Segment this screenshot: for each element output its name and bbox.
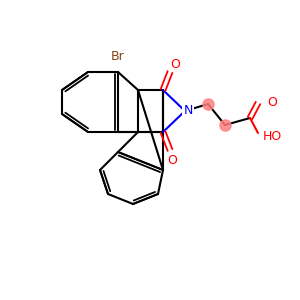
Text: O: O bbox=[167, 154, 177, 166]
Text: HO: HO bbox=[262, 130, 282, 143]
Text: Br: Br bbox=[111, 50, 125, 62]
Text: O: O bbox=[267, 97, 277, 110]
Text: N: N bbox=[183, 104, 193, 118]
Text: O: O bbox=[170, 58, 180, 70]
